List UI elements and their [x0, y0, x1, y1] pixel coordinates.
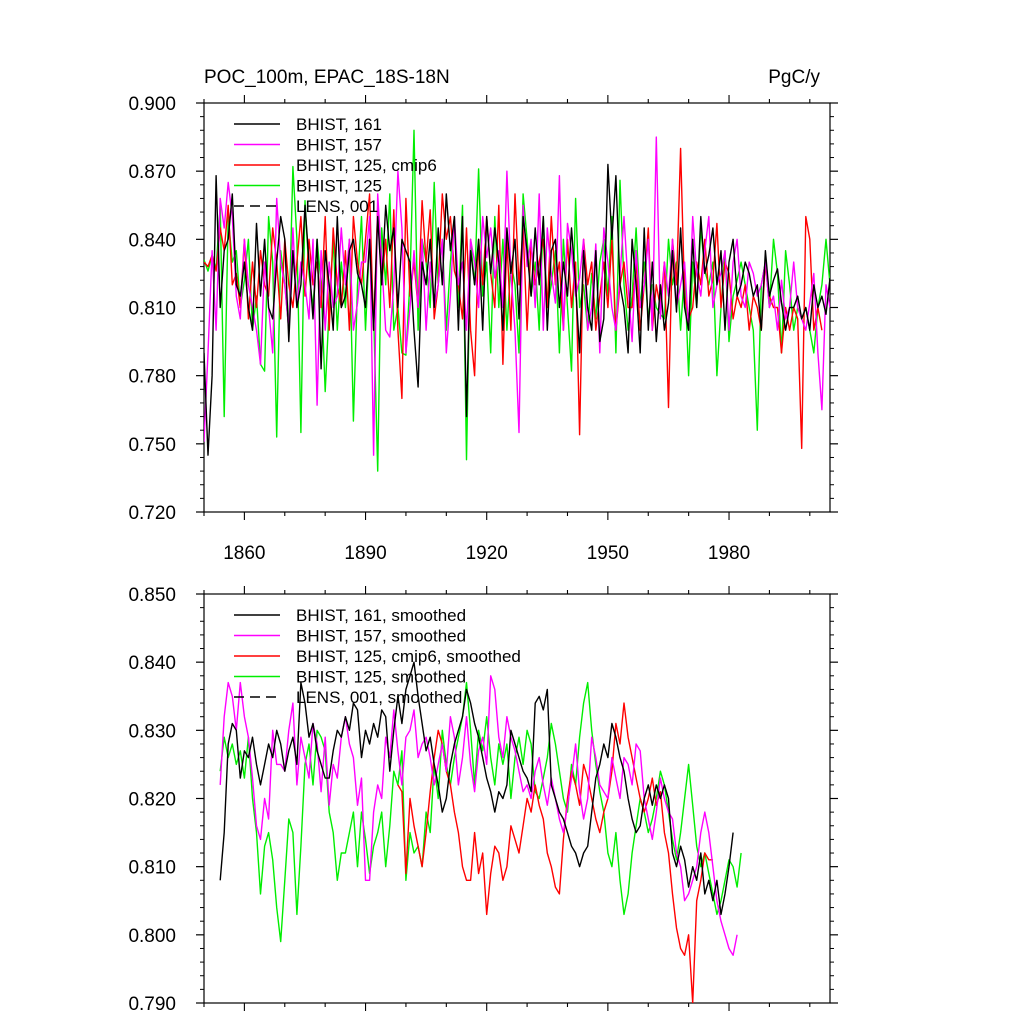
- series-line-0: [219, 661, 734, 916]
- bottom-x-axis: [203, 586, 811, 1011]
- series-line-3: [219, 681, 742, 943]
- series-line-1: [204, 136, 830, 456]
- legend-label: BHIST, 161: [296, 115, 382, 134]
- legend-label: BHIST, 161, smoothed: [296, 606, 466, 625]
- top-x-axis: 1860 1890 1920 1950 1980: [203, 95, 811, 564]
- series-line-1: [219, 675, 738, 956]
- x-tick-label: 1890: [344, 543, 386, 564]
- top-plot-series: [204, 129, 830, 472]
- legend-label: LENS, 001: [296, 197, 378, 216]
- y-tick-label: 0.810: [128, 858, 176, 879]
- x-tick-label: 1950: [587, 543, 629, 564]
- y-tick-label: 0.840: [128, 653, 176, 674]
- y-tick-label: 0.840: [128, 230, 176, 251]
- legend-label: LENS, 001, smoothed: [296, 688, 462, 707]
- bottom-chart-panel: 0.790 0.800 0.810 0.820 0.830 0.840 0.850 BHIS…: [128, 585, 838, 1015]
- y-tick-label: 0.870: [128, 162, 176, 183]
- y-tick-label: 0.750: [128, 435, 176, 456]
- series-line-0: [204, 163, 830, 456]
- legend-label: BHIST, 157, smoothed: [296, 627, 466, 646]
- series-line-2: [397, 702, 713, 1003]
- y-tick-label: 0.810: [128, 299, 176, 320]
- y-tick-label: 0.780: [128, 367, 176, 388]
- top-chart-panel: POC_100m, EPAC_18S-18N PgC/y 0.7200.7500…: [128, 67, 838, 564]
- legend-label: BHIST, 125: [296, 177, 382, 196]
- y-tick-label: 0.850: [128, 585, 176, 606]
- x-tick-label: 1980: [708, 543, 750, 564]
- y-tick-label: 0.830: [128, 721, 176, 742]
- bottom-legend: BHIST, 161, smoothed BHIST, 157, smoothed…: [234, 606, 521, 707]
- y-tick-label: 0.820: [128, 790, 176, 811]
- y-tick-label: 0.900: [128, 94, 176, 115]
- y-tick-label: 0.790: [128, 994, 176, 1015]
- x-tick-label: 1860: [223, 543, 265, 564]
- top-y-axis: 0.720 0.750 0.780 0.810 0.840 0.870 0.900: [128, 94, 838, 524]
- x-tick-label: 1920: [466, 543, 508, 564]
- legend-label: BHIST, 125, cmip6: [296, 156, 437, 175]
- bottom-y-axis: 0.790 0.800 0.810 0.820 0.830 0.840 0.850: [128, 585, 838, 1015]
- legend-label: BHIST, 157: [296, 136, 382, 155]
- chart-title-right: PgC/y: [768, 67, 820, 88]
- bottom-plot-series: [219, 661, 742, 1003]
- y-tick-label: 0.720: [128, 503, 176, 524]
- legend-label: BHIST, 125, smoothed: [296, 668, 466, 687]
- y-tick-label: 0.800: [128, 926, 176, 947]
- chart-title-left: POC_100m, EPAC_18S-18N: [204, 67, 450, 88]
- legend-label: BHIST, 125, cmip6, smoothed: [296, 647, 521, 666]
